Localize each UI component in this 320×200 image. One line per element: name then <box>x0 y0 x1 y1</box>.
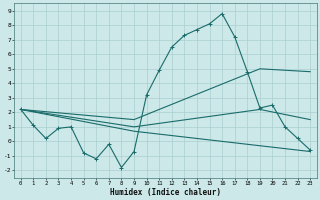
X-axis label: Humidex (Indice chaleur): Humidex (Indice chaleur) <box>110 188 221 197</box>
